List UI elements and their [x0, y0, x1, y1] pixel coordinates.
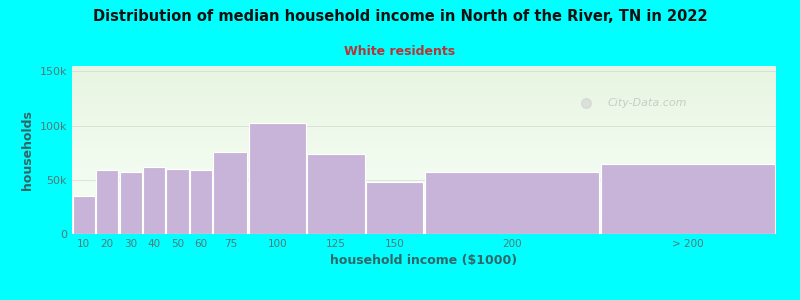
Bar [366, 182, 423, 234]
Bar [214, 152, 247, 234]
Text: White residents: White residents [345, 45, 455, 58]
Bar [166, 169, 189, 234]
Bar [425, 172, 599, 234]
Bar [96, 170, 118, 234]
Text: City-Data.com: City-Data.com [607, 98, 686, 108]
Bar [119, 172, 142, 234]
Bar [601, 164, 775, 234]
Text: Distribution of median household income in North of the River, TN in 2022: Distribution of median household income … [93, 9, 707, 24]
Bar [73, 196, 95, 234]
Y-axis label: households: households [21, 110, 34, 190]
Bar [143, 167, 166, 234]
Bar [190, 170, 212, 234]
Bar [249, 123, 306, 234]
X-axis label: household income ($1000): household income ($1000) [330, 254, 518, 267]
Bar [307, 154, 365, 234]
